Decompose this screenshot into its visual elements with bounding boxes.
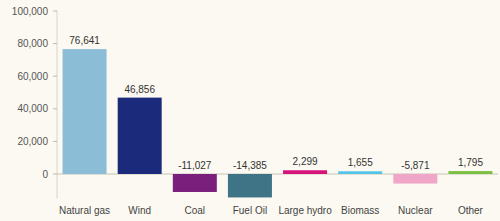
x-tick-label: Fuel Oil: [233, 205, 267, 216]
data-label: 46,856: [124, 84, 155, 95]
y-tick: [53, 108, 57, 109]
y-tick-label: 80,000: [17, 38, 48, 49]
y-tick: [53, 174, 57, 175]
y-tick-label: 100,000: [12, 6, 49, 17]
data-label: 76,641: [69, 35, 100, 46]
data-label: -11,027: [178, 160, 212, 171]
data-label: -5,871: [401, 160, 430, 171]
y-tick-label: 0: [42, 169, 48, 180]
background: [0, 0, 500, 221]
chart-container: 0 20,000 40,000 60,000 80,000 100,000 76,641 Na…: [0, 0, 500, 221]
data-label: -14,385: [233, 160, 267, 171]
y-axis-line: [57, 11, 58, 198]
bars: [63, 49, 493, 197]
x-tick-label: Natural gas: [59, 205, 110, 216]
bar: [63, 49, 107, 174]
bar: [448, 171, 492, 174]
x-tick-label: Coal: [185, 205, 206, 216]
bar: [118, 98, 162, 174]
chart: 0 20,000 40,000 60,000 80,000 100,000 76,641 Na…: [0, 0, 500, 221]
x-tick-label: Wind: [128, 205, 151, 216]
y-tick: [53, 43, 57, 44]
bar: [283, 170, 327, 174]
y-tick: [53, 11, 57, 12]
bar: [228, 174, 272, 197]
bar: [393, 174, 437, 184]
data-label: 2,299: [293, 156, 318, 167]
x-tick-label: Other: [458, 205, 484, 216]
y-tick: [53, 76, 57, 77]
data-label: 1,795: [458, 157, 483, 168]
bar: [338, 171, 382, 174]
x-tick-label: Large hydro: [278, 205, 332, 216]
y-tick: [53, 141, 57, 142]
y-tick-label: 60,000: [17, 71, 48, 82]
y-tick-label: 20,000: [17, 136, 48, 147]
y-tick-label: 40,000: [17, 103, 48, 114]
data-label: 1,655: [348, 157, 373, 168]
bar: [173, 174, 217, 192]
x-tick-label: Biomass: [341, 205, 379, 216]
x-tick-label: Nuclear: [398, 205, 433, 216]
